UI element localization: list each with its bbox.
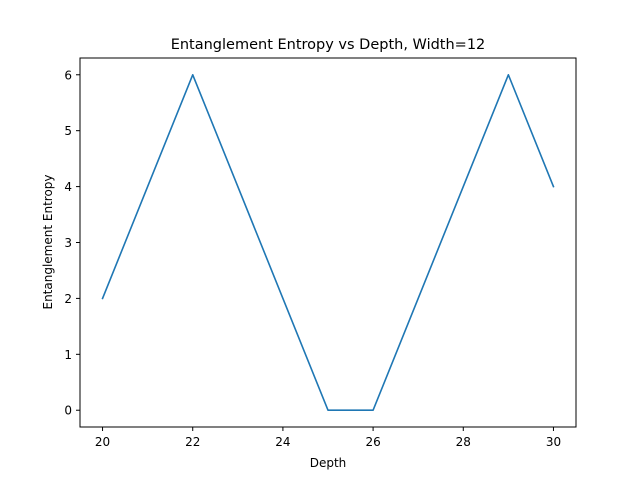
y-axis: 0 1 2 3 4 5 6 [64, 68, 80, 418]
x-axis: 20 22 24 26 28 30 [95, 427, 561, 449]
x-tick-label: 24 [275, 435, 290, 449]
x-axis-label: Depth [310, 456, 347, 470]
series-line-0 [101, 73, 555, 412]
y-tick-label: 5 [64, 124, 72, 138]
y-tick-label: 3 [64, 236, 72, 250]
y-tick-label: 2 [64, 292, 72, 306]
y-tick-label: 0 [64, 404, 72, 418]
x-tick-label: 22 [185, 435, 200, 449]
y-axis-label: Entanglement Entropy [41, 174, 55, 309]
y-tick-label: 1 [64, 348, 72, 362]
x-tick-label: 28 [456, 435, 471, 449]
x-tick-label: 26 [365, 435, 380, 449]
y-tick-label: 4 [64, 180, 72, 194]
chart-title: Entanglement Entropy vs Depth, Width=12 [171, 37, 486, 53]
x-tick-label: 20 [95, 435, 110, 449]
y-tick-label: 6 [64, 68, 72, 82]
x-tick-label: 30 [546, 435, 561, 449]
